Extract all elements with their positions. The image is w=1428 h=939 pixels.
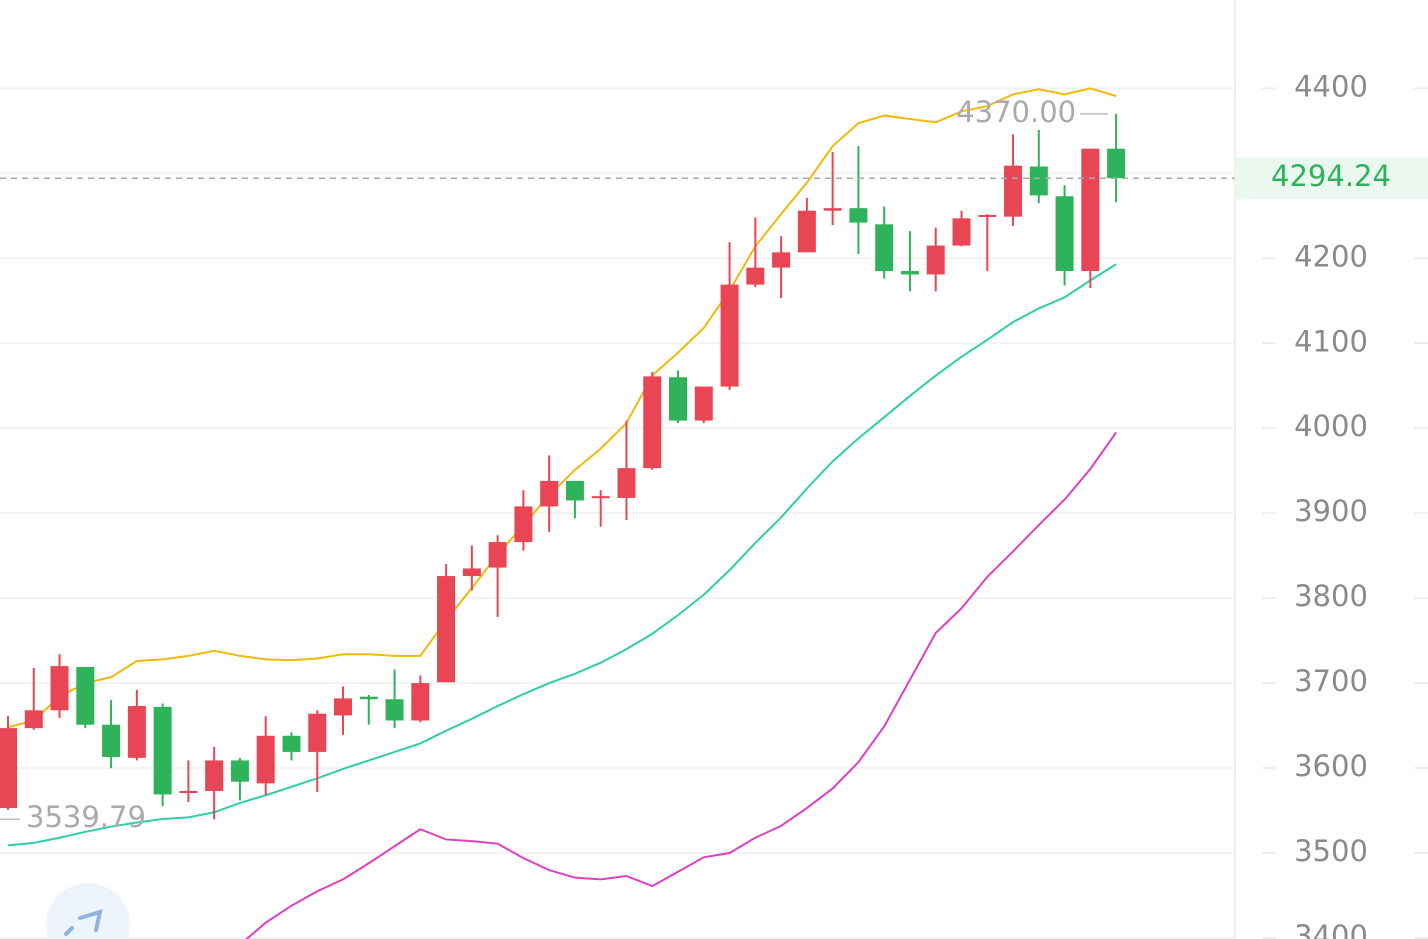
candle-body bbox=[1004, 165, 1023, 217]
candle-body bbox=[978, 214, 997, 217]
y-tick-label: 3700 bbox=[1294, 664, 1368, 698]
candle-body bbox=[308, 713, 327, 752]
candle-body bbox=[540, 480, 559, 507]
candle-body bbox=[153, 706, 172, 795]
candle-body bbox=[720, 284, 739, 387]
candle-body bbox=[50, 666, 69, 711]
candle-body bbox=[411, 683, 430, 721]
candle-body bbox=[772, 252, 791, 268]
candle-body bbox=[334, 698, 353, 716]
y-tick-label: 3600 bbox=[1294, 749, 1368, 783]
candle-body bbox=[875, 224, 894, 272]
y-tick-label: 3900 bbox=[1294, 494, 1368, 528]
y-tick-label: 3800 bbox=[1294, 579, 1368, 613]
ma-line bbox=[245, 431, 1117, 939]
candle-body bbox=[24, 710, 43, 729]
candle-body bbox=[385, 699, 404, 721]
candle-body bbox=[1107, 148, 1126, 179]
y-tick-label: 4100 bbox=[1294, 324, 1368, 358]
ma-line bbox=[7, 263, 1117, 847]
last-price-box bbox=[1235, 157, 1428, 200]
candle-body bbox=[256, 735, 275, 784]
candle-body bbox=[823, 208, 842, 211]
last-price-label: 4294.24 bbox=[1271, 159, 1391, 193]
expand-button[interactable] bbox=[46, 883, 130, 939]
candle-body bbox=[282, 735, 301, 752]
y-tick-label: 3400 bbox=[1294, 919, 1368, 939]
candle-body bbox=[514, 506, 533, 543]
candle-body bbox=[1055, 196, 1074, 272]
min-label: 3539.79 bbox=[26, 800, 146, 834]
candle-body bbox=[359, 696, 378, 700]
ma-line bbox=[7, 87, 1117, 729]
y-tick-label: 3500 bbox=[1294, 834, 1368, 868]
candle-body bbox=[694, 386, 713, 421]
plot-area bbox=[0, 87, 1235, 939]
candle-body bbox=[617, 468, 636, 498]
candle-body bbox=[900, 271, 919, 275]
candle-body bbox=[230, 760, 249, 782]
max-label: 4370.00 bbox=[956, 95, 1076, 129]
candle-body bbox=[462, 568, 481, 577]
candle-body bbox=[849, 208, 868, 223]
candle-body bbox=[0, 728, 17, 809]
candle-body bbox=[797, 210, 816, 253]
y-tick-label: 4000 bbox=[1294, 409, 1368, 443]
candle-body bbox=[76, 666, 95, 725]
candle-body bbox=[205, 760, 224, 792]
candle-body bbox=[643, 376, 662, 469]
candle-body bbox=[488, 542, 507, 568]
candle-body bbox=[565, 480, 584, 501]
candle-body bbox=[1081, 148, 1100, 272]
candle-body bbox=[127, 706, 146, 758]
candle-body bbox=[591, 496, 610, 499]
candle-body bbox=[102, 724, 121, 758]
candle-body bbox=[746, 267, 765, 285]
candle-body bbox=[926, 245, 945, 275]
y-tick-label: 4200 bbox=[1294, 239, 1368, 273]
y-tick-label: 4400 bbox=[1294, 69, 1368, 103]
candle-body bbox=[179, 791, 198, 794]
candle-body bbox=[1029, 166, 1048, 196]
candle-body bbox=[952, 218, 971, 246]
candle-body bbox=[437, 576, 456, 683]
candle-body bbox=[669, 377, 688, 421]
